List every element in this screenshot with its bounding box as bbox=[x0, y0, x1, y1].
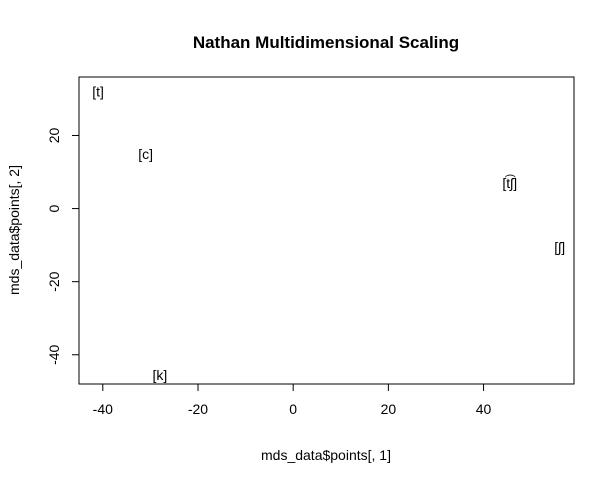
x-tick-label: -20 bbox=[188, 401, 208, 417]
x-tick-label: 40 bbox=[476, 401, 492, 417]
x-tick-label: 20 bbox=[381, 401, 397, 417]
point-label: [t͡ʃ] bbox=[502, 174, 517, 191]
point-label: [ʃ] bbox=[554, 239, 565, 255]
y-tick-label: 0 bbox=[46, 204, 62, 212]
y-axis: -40 -20 0 20 bbox=[46, 127, 80, 365]
point-label: [k] bbox=[153, 367, 168, 383]
y-tick-label: -40 bbox=[46, 344, 62, 364]
y-axis-label: mds_data$points[, 2] bbox=[6, 165, 22, 295]
y-tick-label: -20 bbox=[46, 271, 62, 291]
x-axis-label: mds_data$points[, 1] bbox=[261, 447, 391, 463]
point-labels: [t] [c] [t͡ʃ] [ʃ] [k] bbox=[92, 84, 565, 383]
plot-area-frame bbox=[78, 76, 575, 385]
x-axis: -40 -20 0 20 40 bbox=[93, 383, 492, 417]
x-tick-label: 0 bbox=[289, 401, 297, 417]
point-label: [t] bbox=[92, 84, 104, 100]
chart-title: Nathan Multidimensional Scaling bbox=[193, 33, 459, 52]
y-tick-label: 20 bbox=[46, 127, 62, 143]
point-label: [c] bbox=[138, 146, 153, 162]
x-tick-label: -40 bbox=[93, 401, 113, 417]
